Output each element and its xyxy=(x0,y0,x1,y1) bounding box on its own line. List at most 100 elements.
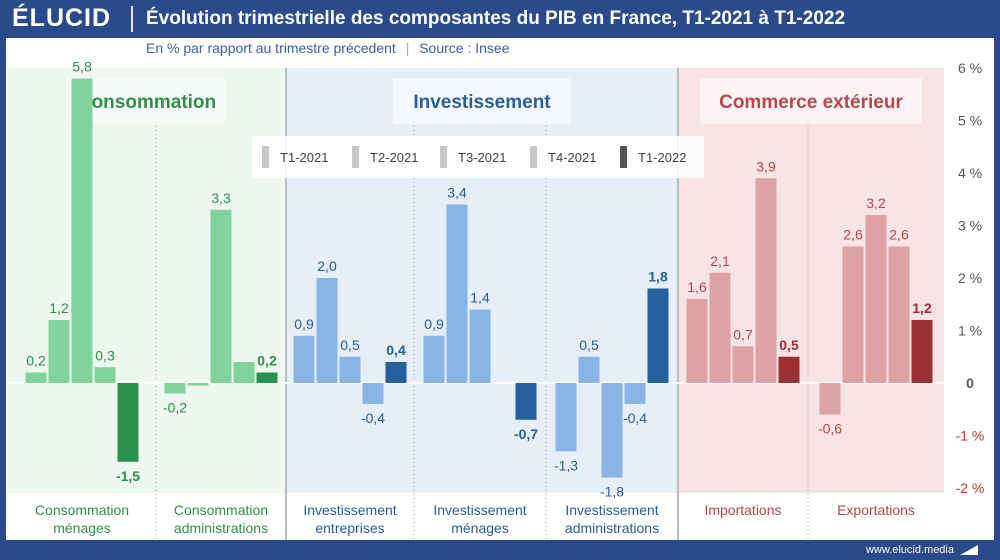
bar xyxy=(48,320,70,383)
category-label: Consommation xyxy=(35,502,129,518)
legend-label: T1-2022 xyxy=(638,150,686,165)
data-label: -0,4 xyxy=(623,410,647,426)
bar xyxy=(423,335,445,383)
bar xyxy=(647,288,669,383)
category-label: Investissement xyxy=(303,502,396,518)
bar xyxy=(210,209,232,383)
group-title-box xyxy=(393,78,571,124)
data-label: 1,6 xyxy=(687,279,707,295)
group-title: Commerce extérieur xyxy=(719,92,903,113)
category-label: entreprises xyxy=(315,520,384,536)
bar xyxy=(755,178,777,383)
bar xyxy=(865,215,887,383)
bar xyxy=(515,383,537,420)
legend-swatch xyxy=(440,146,447,168)
bar xyxy=(339,356,361,383)
bar xyxy=(164,383,186,394)
bar xyxy=(888,246,910,383)
group-title: Consommation xyxy=(78,92,216,113)
data-label: -1,5 xyxy=(116,468,140,484)
bar xyxy=(686,299,708,383)
data-label: 1,2 xyxy=(912,300,932,316)
data-label: 0,9 xyxy=(294,316,314,332)
data-label: 2,6 xyxy=(843,227,863,243)
data-label: -0,2 xyxy=(163,400,187,416)
bar xyxy=(446,204,468,383)
y-tick-label: -1 % xyxy=(956,428,985,444)
bar xyxy=(911,320,933,383)
y-tick-label: 1 % xyxy=(958,323,982,339)
category-label: Investissement xyxy=(433,502,526,518)
bar xyxy=(256,372,278,383)
bar xyxy=(316,278,338,383)
y-tick-label: 3 % xyxy=(958,218,982,234)
data-label: 0,5 xyxy=(340,337,360,353)
legend-swatch xyxy=(620,146,627,168)
data-label: 1,8 xyxy=(648,269,668,285)
data-label: -0,4 xyxy=(361,410,385,426)
bar xyxy=(732,346,754,383)
y-tick-label: 4 % xyxy=(958,165,982,181)
data-label: 3,9 xyxy=(756,158,776,174)
data-label: 0,7 xyxy=(733,326,753,342)
data-label: 0,3 xyxy=(95,347,115,363)
group-title-box xyxy=(69,78,225,124)
legend-swatch xyxy=(262,146,269,168)
y-tick-label: 5 % xyxy=(958,113,982,129)
logo-divider xyxy=(131,6,133,32)
data-label: 0,4 xyxy=(386,342,406,358)
bar xyxy=(555,383,577,452)
bar xyxy=(469,309,491,383)
bar xyxy=(578,356,600,383)
subtitle-source: Source : Insee xyxy=(419,40,510,56)
bar xyxy=(233,362,255,383)
bar xyxy=(117,383,139,462)
elucid-logo[interactable]: ÉLUCID xyxy=(12,4,112,32)
legend-label: T2-2021 xyxy=(370,150,418,165)
chart-subtitle: En % par rapport au trimestre précedent … xyxy=(146,40,510,56)
data-label: 0,5 xyxy=(579,337,599,353)
data-label: -1,8 xyxy=(600,484,624,500)
category-label: ménages xyxy=(451,520,509,536)
elucid-mark-icon xyxy=(960,545,978,555)
bar xyxy=(362,383,384,404)
data-label: -0,6 xyxy=(818,421,842,437)
chart-title: Évolution trimestrielle des composantes … xyxy=(146,8,846,29)
bar xyxy=(187,383,209,386)
data-label: -1,3 xyxy=(554,457,578,473)
data-label: 0,9 xyxy=(424,316,444,332)
group-title: Investissement xyxy=(413,92,551,113)
legend-box xyxy=(252,136,704,178)
data-label: 1,2 xyxy=(49,300,69,316)
bar xyxy=(778,356,800,383)
bar xyxy=(819,383,841,415)
bar xyxy=(709,272,731,383)
y-tick-label: -2 % xyxy=(956,480,985,496)
data-label: 2,0 xyxy=(317,258,337,274)
y-tick-label: 6 % xyxy=(958,60,982,76)
data-label: 0,2 xyxy=(257,353,277,369)
subtitle-separator: | xyxy=(405,40,410,56)
bar xyxy=(71,78,93,383)
legend-label: T4-2021 xyxy=(548,150,596,165)
category-label: ménages xyxy=(53,520,111,536)
legend-label: T1-2021 xyxy=(280,150,328,165)
bar xyxy=(293,335,315,383)
data-label: 1,4 xyxy=(470,290,490,306)
bar xyxy=(624,383,646,404)
category-label: Importations xyxy=(704,502,781,518)
category-label: Investissement xyxy=(565,502,658,518)
data-label: 3,2 xyxy=(866,195,886,211)
bar xyxy=(25,372,47,383)
category-label: administrations xyxy=(565,520,659,536)
data-label: -0,7 xyxy=(514,426,538,442)
group-title-box xyxy=(700,78,922,124)
legend-swatch xyxy=(530,146,537,168)
footer-url[interactable]: www.elucid.media xyxy=(865,544,954,556)
data-label: 2,1 xyxy=(710,253,730,269)
category-label: administrations xyxy=(174,520,268,536)
data-label: 0,5 xyxy=(779,337,799,353)
subtitle-unit: En % par rapport au trimestre précedent xyxy=(146,40,396,56)
